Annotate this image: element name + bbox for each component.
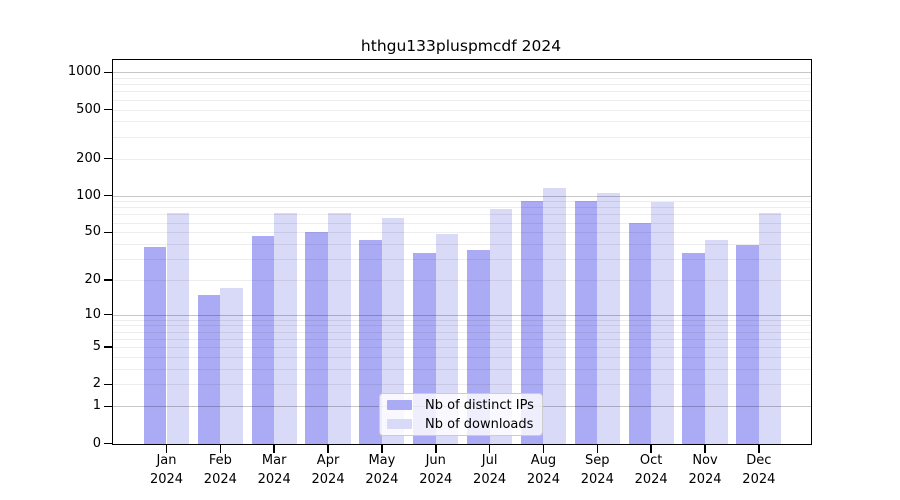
bar-dec-nb-of-distinct-ips [736, 245, 759, 444]
bar-jul-nb-of-downloads [489, 208, 513, 444]
y-tick-label-20: 20 [84, 271, 101, 287]
bar-feb-nb-of-distinct-ips [197, 294, 221, 444]
y-tick-label-5: 5 [92, 339, 101, 355]
y-tick-mark-0 [104, 442, 112, 445]
y-tick-label-1000: 1000 [67, 64, 101, 80]
bar-aug-nb-of-downloads [543, 188, 567, 444]
x-tick-label-sep: Sep 2024 [580, 452, 614, 487]
bar-dec-nb-of-downloads [758, 213, 782, 444]
y-tick-mark-50 [104, 231, 112, 234]
y-tick-label-200: 200 [76, 150, 101, 166]
y-tick-mark-100 [104, 194, 112, 197]
legend-label-downloads: Nb of downloads [425, 416, 534, 432]
y-tick-mark-500 [104, 108, 112, 111]
plot-area: Nb of distinct IPs Nb of downloads 0 1 2 5 1… [68, 58, 812, 487]
bar-apr-nb-of-downloads [328, 213, 351, 444]
bar-sep-nb-of-downloads [597, 192, 620, 444]
y-tick-label-500: 500 [76, 101, 101, 117]
x-tick-mark-jan [165, 445, 168, 453]
bar-may-nb-of-downloads [381, 218, 405, 444]
y-tick-mark-5 [104, 346, 112, 348]
x-tick-mark-apr [327, 445, 329, 453]
x-tick-mark-oct [650, 445, 652, 453]
bar-nov-nb-of-distinct-ips [682, 252, 705, 444]
bars-layer [113, 60, 811, 444]
legend-item-distinct-ips: Nb of distinct IPs [380, 396, 542, 415]
x-tick-label-jun: Jun 2024 [419, 452, 453, 487]
x-tick-label-jul: Jul 2024 [473, 452, 507, 487]
y-tick-mark-1000 [104, 71, 112, 74]
bar-oct-nb-of-downloads [651, 202, 674, 444]
bar-aug-nb-of-distinct-ips [520, 201, 544, 444]
x-tick-label-apr: Apr 2024 [311, 452, 345, 487]
y-tick-label-0: 0 [92, 435, 101, 451]
bar-feb-nb-of-downloads [220, 288, 243, 444]
bar-nov-nb-of-downloads [705, 240, 728, 444]
bar-jan-nb-of-distinct-ips [143, 246, 167, 444]
x-tick-mark-nov [704, 445, 706, 453]
x-tick-mark-may [381, 445, 383, 453]
x-tick-mark-sep [596, 445, 599, 453]
bar-sep-nb-of-distinct-ips [574, 201, 598, 444]
legend-swatch-distinct-ips [387, 400, 412, 410]
x-tick-label-mar: Mar 2024 [257, 452, 291, 487]
x-tick-mark-feb [219, 445, 222, 453]
y-tick-mark-10 [104, 313, 112, 316]
y-tick-label-100: 100 [76, 187, 101, 203]
x-tick-mark-jun [435, 445, 437, 453]
bar-may-nb-of-distinct-ips [359, 240, 382, 444]
x-tick-label-aug: Aug 2024 [526, 452, 560, 487]
bar-apr-nb-of-distinct-ips [305, 232, 329, 444]
legend-label-distinct-ips: Nb of distinct IPs [425, 397, 534, 413]
y-tick-mark-2 [104, 383, 112, 386]
x-tick-label-may: May 2024 [365, 452, 399, 487]
legend-item-downloads: Nb of downloads [380, 415, 542, 434]
x-tick-mark-mar [273, 445, 275, 453]
legend-swatch-downloads [387, 419, 412, 429]
y-tick-label-50: 50 [84, 224, 101, 240]
x-tick-label-jan: Jan 2024 [149, 452, 184, 487]
bar-mar-nb-of-distinct-ips [251, 235, 275, 444]
x-tick-label-feb: Feb 2024 [203, 452, 237, 487]
chart-title: hthgu133pluspmcdf 2024 [360, 37, 562, 55]
x-tick-mark-dec [758, 445, 760, 453]
x-tick-label-dec: Dec 2024 [742, 452, 776, 487]
y-tick-label-10: 10 [84, 306, 101, 322]
y-tick-mark-20 [104, 279, 112, 281]
x-tick-mark-jul [488, 445, 491, 453]
bar-jan-nb-of-downloads [166, 213, 190, 444]
y-tick-label-1: 1 [92, 398, 101, 414]
bar-jun-nb-of-downloads [435, 234, 459, 444]
x-tick-mark-aug [542, 445, 545, 453]
legend: Nb of distinct IPs Nb of downloads [379, 392, 543, 436]
x-tick-label-nov: Nov 2024 [688, 452, 722, 487]
x-tick-label-oct: Oct 2024 [634, 452, 668, 487]
bar-mar-nb-of-downloads [274, 213, 297, 444]
y-tick-mark-1 [104, 405, 112, 407]
y-tick-mark-200 [104, 157, 112, 160]
y-tick-label-2: 2 [92, 376, 101, 392]
bar-oct-nb-of-distinct-ips [628, 222, 652, 444]
